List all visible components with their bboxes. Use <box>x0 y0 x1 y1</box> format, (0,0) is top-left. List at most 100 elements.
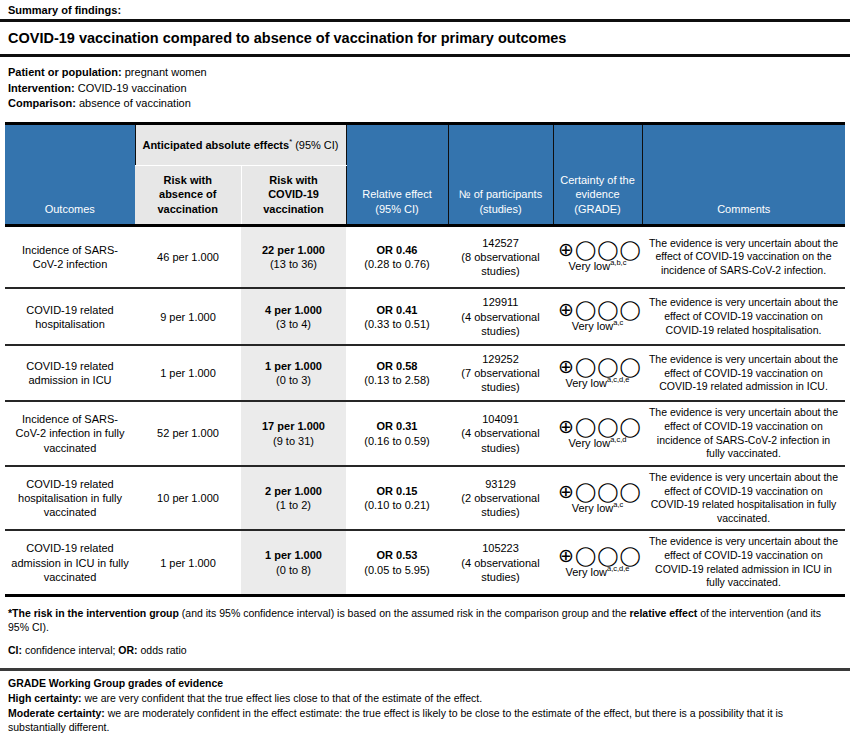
or-abbr-text: odds ratio <box>138 644 187 656</box>
risk-footnote-bold2: relative effect <box>630 607 698 619</box>
effect-value: OR 0.15 <box>377 485 418 497</box>
table-row: COVID-19 related hospitalisation 9 per 1… <box>5 288 845 345</box>
risk-value: 4 per 1.000 <box>265 304 322 316</box>
participants-cell: 93129(2 observational studies) <box>448 466 553 531</box>
effect-value: OR 0.46 <box>377 244 418 256</box>
effect-ci: (0.05 to 5.95) <box>364 564 429 576</box>
comparison-line: Comparison: absence of vaccination <box>8 96 850 112</box>
effect-ci: (0.33 to 0.51) <box>364 318 429 330</box>
table-row: COVID-19 related hospitalisation in full… <box>5 466 845 531</box>
risk-absence-cell: 46 per 1.000 <box>135 225 241 288</box>
intervention-label: Intervention: <box>8 82 75 94</box>
studies-count: (4 observational studies) <box>461 311 539 337</box>
group-header-bold-text: Anticipated absolute effects <box>142 139 289 151</box>
column-header-risk-absence: Risk with absence of vaccination <box>135 165 241 225</box>
ci-abbr-label: CI: <box>8 644 22 656</box>
participants-cell: 142527(8 observational studies) <box>448 225 553 288</box>
participants-count: 105223 <box>482 542 519 554</box>
risk-ci: (3 to 4) <box>276 318 311 330</box>
outcome-cell: Incidence of SARS-CoV-2 infection <box>5 225 135 288</box>
risk-value: 17 per 1.000 <box>262 420 325 432</box>
effect-ci: (0.10 to 0.21) <box>364 499 429 511</box>
group-header-ci-text: (95% CI) <box>292 139 338 151</box>
grade-item-label: High certainty: <box>8 692 82 704</box>
intervention-line: Intervention: COVID-19 vaccination <box>8 81 850 97</box>
grade-circles-icon: ⊕◯◯◯ <box>558 240 637 259</box>
risk-ci: (13 to 36) <box>270 258 317 270</box>
grade-circles-icon: ⊕◯◯◯ <box>558 546 637 565</box>
grade-circles-icon: ⊕◯◯◯ <box>558 417 637 436</box>
certainty-cell: ⊕◯◯◯Very lowa,c <box>553 288 642 345</box>
comment-cell: The evidence is very uncertain about the… <box>642 466 845 531</box>
risk-footnote-bold: *The risk in the intervention group <box>8 607 179 619</box>
comment-cell: The evidence is very uncertain about the… <box>642 288 845 345</box>
participants-count: 129252 <box>482 353 519 365</box>
grade-legend: GRADE Working Group grades of evidence H… <box>0 671 850 738</box>
effect-ci: (0.16 to 0.59) <box>364 435 429 447</box>
table-row: COVID-19 related admission in ICU in ful… <box>5 530 845 595</box>
effect-ci: (0.13 to 2.58) <box>364 374 429 386</box>
comment-cell: The evidence is very uncertain about the… <box>642 530 845 595</box>
or-abbr-label: OR: <box>118 644 137 656</box>
risk-value: 2 per 1.000 <box>265 485 322 497</box>
relative-effect-cell: OR 0.31 (0.16 to 0.59) <box>346 401 448 466</box>
grade-item-moderate: Moderate certainty: we are moderately co… <box>8 706 842 735</box>
risk-vaccination-cell: 4 per 1.000 (3 to 4) <box>241 288 346 345</box>
certainty-label: Very low <box>572 502 614 514</box>
effect-value: OR 0.31 <box>377 420 418 432</box>
population-line: Patient or population: pregnant women <box>8 65 850 81</box>
risk-ci: (1 to 2) <box>276 499 311 511</box>
relative-effect-cell: OR 0.15 (0.10 to 0.21) <box>346 466 448 531</box>
pico-summary: Patient or population: pregnant women In… <box>0 57 850 119</box>
certainty-footnote-refs: a,c,d <box>610 435 626 444</box>
certainty-footnote-refs: a,c <box>613 319 623 328</box>
ci-abbr-text: confidence interval; <box>22 644 118 656</box>
grade-heading: GRADE Working Group grades of evidence <box>8 676 842 691</box>
risk-footnote: *The risk in the intervention group (and… <box>0 597 850 634</box>
column-header-comments: Comments <box>642 123 845 225</box>
relative-effect-cell: OR 0.53 (0.05 to 5.95) <box>346 530 448 595</box>
table-row: Incidence of SARS-CoV-2 infection 46 per… <box>5 225 845 288</box>
certainty-cell: ⊕◯◯◯Very lowa,c,d,e <box>553 530 642 595</box>
comment-cell: The evidence is very uncertain about the… <box>642 225 845 288</box>
studies-count: (2 observational studies) <box>461 492 539 518</box>
studies-count: (4 observational studies) <box>461 557 539 583</box>
column-header-certainty: Certainty of the evidence (GRADE) <box>553 123 642 225</box>
risk-vaccination-cell: 1 per 1.000(0 to 8) <box>241 530 346 595</box>
effect-value: OR 0.53 <box>377 549 418 561</box>
certainty-label: Very low <box>565 377 607 389</box>
population-label: Patient or population: <box>8 66 122 78</box>
participants-count: 129911 <box>483 296 519 308</box>
comparison-label: Comparison: <box>8 97 76 109</box>
risk-value: 1 per 1.000 <box>265 549 322 561</box>
relative-effect-cell: OR 0.41(0.33 to 0.51) <box>346 288 448 345</box>
summary-of-findings-document: Summary of findings: COVID-19 vaccinatio… <box>0 0 850 738</box>
risk-absence-cell: 10 per 1.000 <box>135 466 241 531</box>
effect-value: OR 0.58 <box>377 360 418 372</box>
relative-effect-cell: OR 0.46(0.28 to 0.76) <box>346 225 448 288</box>
certainty-cell: ⊕◯◯◯Very lowa,c,d <box>553 401 642 466</box>
intervention-value: COVID-19 vaccination <box>75 82 187 94</box>
studies-count: (7 observational studies) <box>461 367 539 393</box>
column-header-participants: № of participants (studies) <box>448 123 553 225</box>
population-value: pregnant women <box>122 66 207 78</box>
risk-value: 1 per 1.000 <box>265 360 322 372</box>
column-header-outcomes: Outcomes <box>5 123 135 225</box>
comment-cell: The evidence is very uncertain about the… <box>642 345 845 401</box>
risk-ci: (9 to 31) <box>273 435 314 447</box>
column-header-relative-effect: Relative effect (95% CI) <box>346 123 448 225</box>
relative-effect-cell: OR 0.58 (0.13 to 2.58) <box>346 345 448 401</box>
risk-absence-cell: 9 per 1.000 <box>135 288 241 345</box>
studies-count: (4 observational studies) <box>461 427 539 453</box>
grade-item-high: High certainty: we are very confident th… <box>8 691 842 706</box>
comparison-value: absence of vaccination <box>76 97 191 109</box>
outcome-cell: COVID-19 related hospitalisation in full… <box>5 466 135 531</box>
grade-circles-icon: ⊕◯◯◯ <box>558 300 637 319</box>
certainty-footnote-refs: a,c <box>613 500 623 509</box>
column-group-header-absolute-effects: Anticipated absolute effects* (95% CI) <box>135 123 346 165</box>
studies-count: (8 observational studies) <box>461 251 539 277</box>
summary-of-findings-label: Summary of findings: <box>0 0 850 19</box>
certainty-footnote-refs: a,b,c <box>610 259 626 268</box>
table-row: Incidence of SARS-CoV-2 infection in ful… <box>5 401 845 466</box>
risk-footnote-text: (and its 95% confidence interval) is bas… <box>179 607 630 619</box>
